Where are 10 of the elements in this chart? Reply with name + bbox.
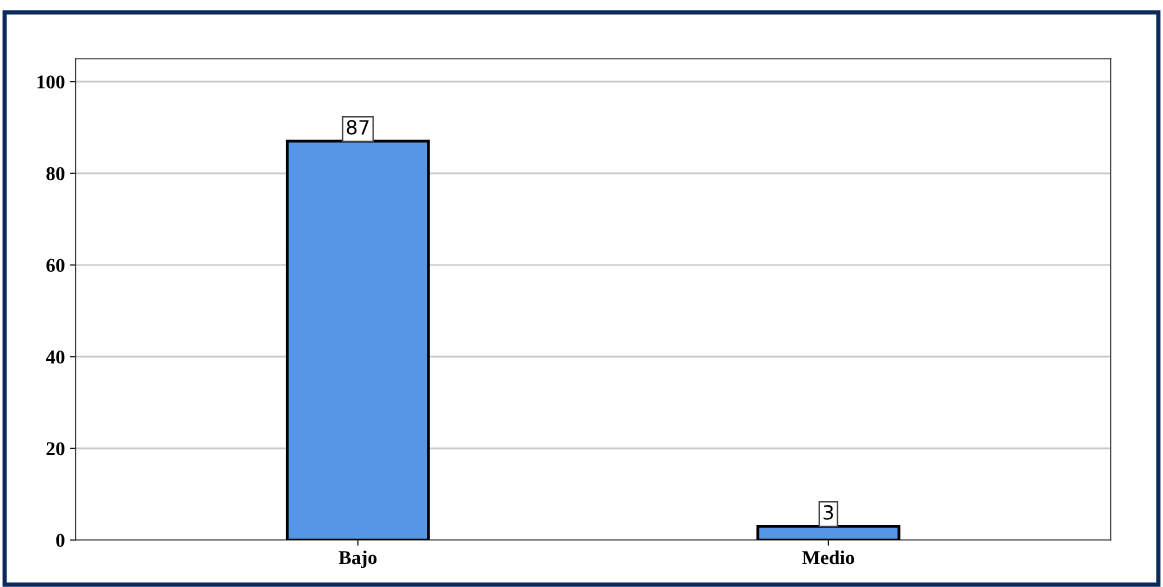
y-tick-label: 60 bbox=[46, 258, 65, 272]
data-label: 87 bbox=[346, 119, 369, 135]
y-tick-label: 0 bbox=[56, 533, 65, 547]
data-label: 3 bbox=[823, 505, 833, 520]
y-tick-label: 100 bbox=[37, 75, 65, 89]
x-tick-label: Medio bbox=[802, 550, 855, 565]
y-tick-label: 80 bbox=[46, 167, 65, 181]
y-tick-label: 20 bbox=[46, 442, 65, 456]
y-tick-label: 40 bbox=[46, 350, 65, 364]
x-tick-label: Bajo bbox=[338, 550, 377, 569]
